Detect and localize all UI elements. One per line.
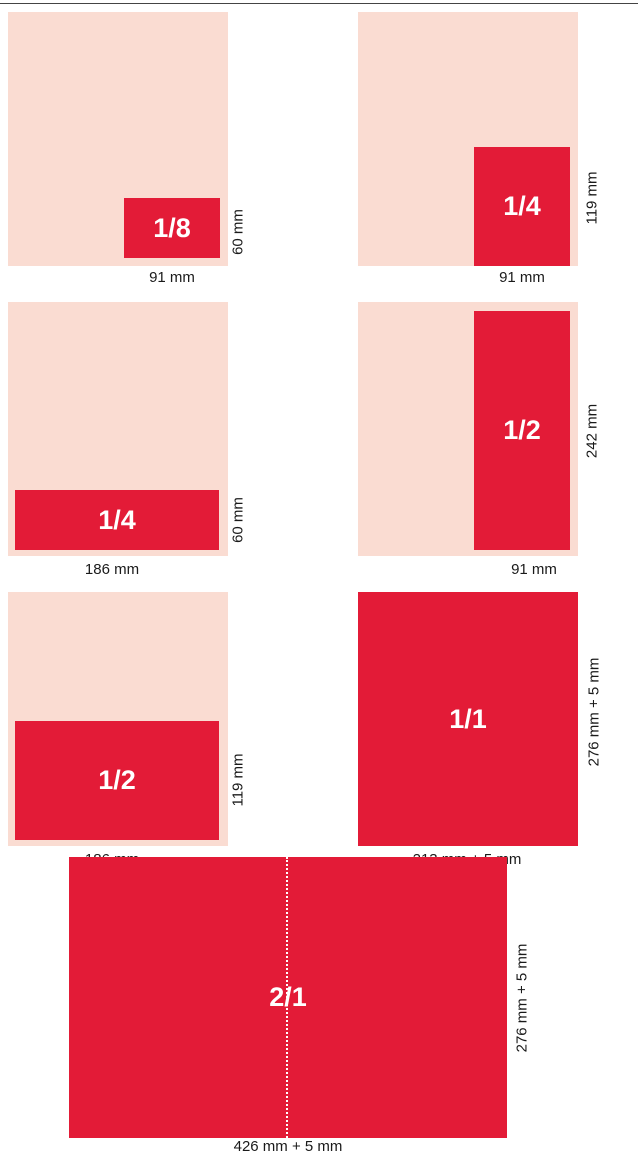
ad-format-1-4-wide: 1/4: [15, 490, 219, 550]
height-label: 119 mm: [229, 753, 247, 807]
top-rule: [0, 3, 638, 4]
ad-format-1-8: 1/8: [124, 198, 220, 258]
width-label: 426 mm + 5 mm: [233, 1138, 343, 1155]
height-label: 276 mm + 5 mm: [585, 657, 603, 767]
fold-line: [286, 857, 288, 1158]
height-label: 276 mm + 5 mm: [513, 943, 531, 1053]
height-label: 242 mm: [583, 403, 601, 459]
ad-format-1-2-wide: 1/2: [15, 721, 219, 840]
height-label: 60 mm: [229, 497, 247, 543]
ad-format-1-2-tall: 1/2: [474, 311, 570, 550]
width-label: 91 mm: [511, 561, 557, 578]
ad-format-2-1: 2/1: [69, 857, 507, 1138]
width-label: 91 mm: [149, 269, 195, 286]
width-label: 186 mm: [84, 561, 140, 578]
ad-format-1-1: 1/1: [358, 592, 578, 846]
width-label: 91 mm: [499, 269, 545, 286]
height-label: 60 mm: [229, 209, 247, 255]
height-label: 119 mm: [583, 171, 601, 225]
ad-format-1-4: 1/4: [474, 147, 570, 266]
